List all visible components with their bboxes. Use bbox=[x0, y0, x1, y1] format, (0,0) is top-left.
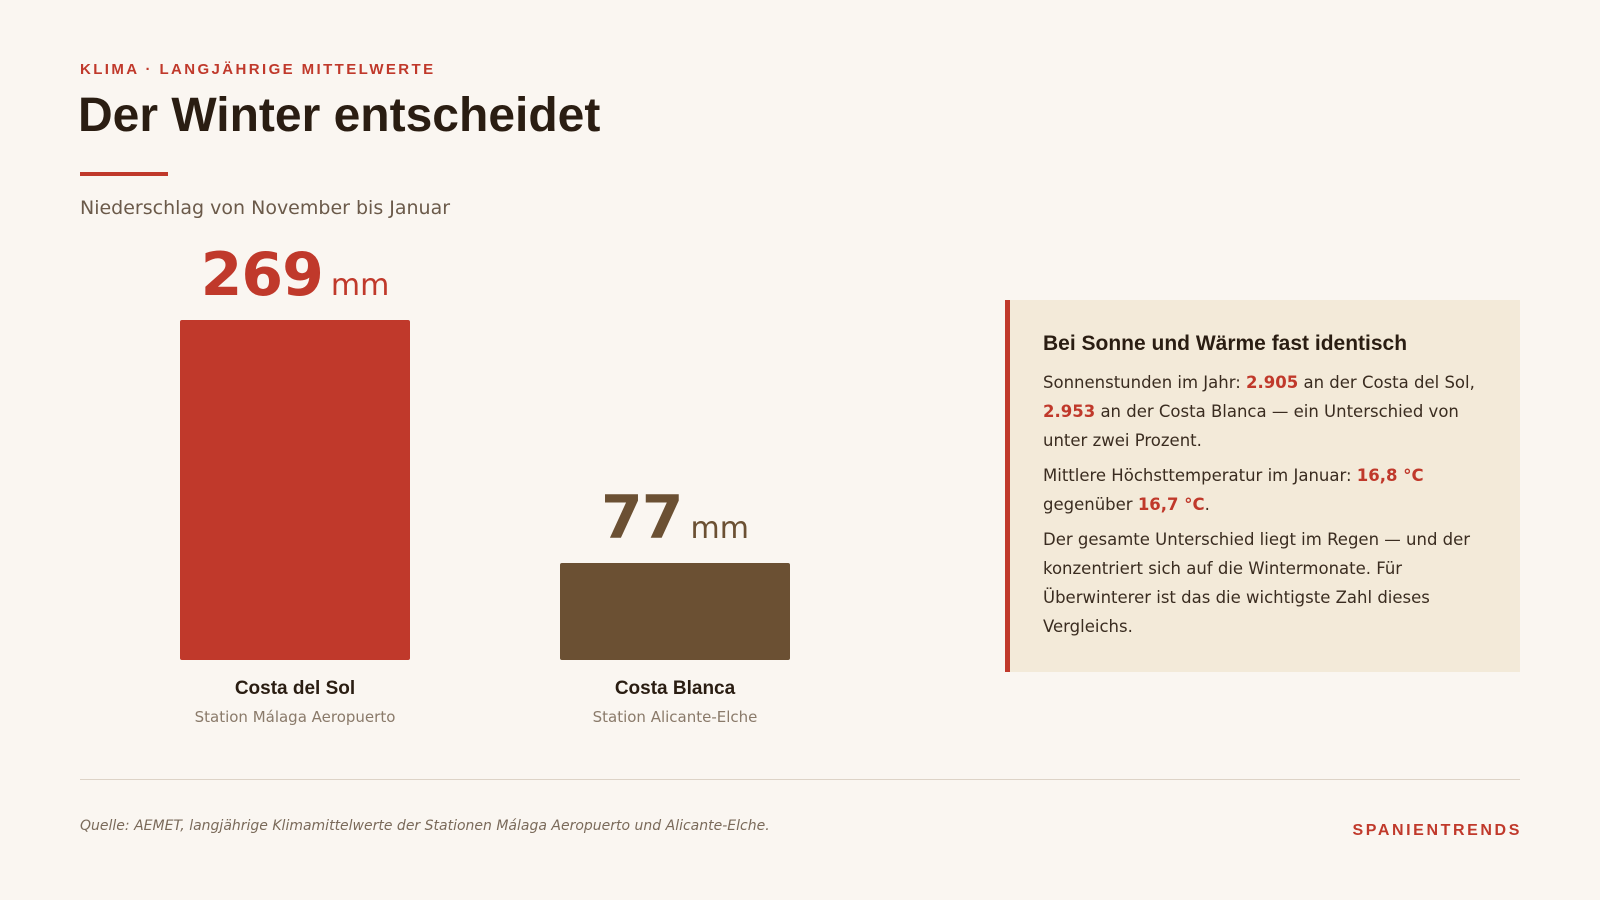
source-note: Quelle: AEMET, langjährige Klimamittelwe… bbox=[80, 818, 770, 834]
footer-divider bbox=[80, 779, 1520, 780]
station-label-costa-blanca: Station Alicante-Elche bbox=[592, 708, 758, 726]
temp-value-costa-blanca: 16,7 °C bbox=[1137, 495, 1205, 514]
station-label-costa-del-sol: Station Málaga Aeropuerto bbox=[194, 708, 396, 726]
category-label-costa-del-sol: Costa del Sol bbox=[234, 678, 356, 699]
bar-value-label-costa-blanca: 77 mm bbox=[601, 483, 749, 553]
bar-value-label-costa-del-sol: 269 mm bbox=[200, 240, 390, 310]
page-title: Der Winter entscheidet bbox=[78, 89, 601, 142]
info-panel: Bei Sonne und Wärme fast identisch Sonne… bbox=[1005, 300, 1520, 672]
info-panel-title: Bei Sonne und Wärme fast identisch bbox=[1043, 332, 1408, 355]
eyebrow-label: KLIMA · LANGJÄHRIGE MITTELWERTE bbox=[80, 61, 436, 78]
category-label-costa-blanca: Costa Blanca bbox=[614, 678, 736, 699]
sunshine-value-costa-blanca: 2.953 bbox=[1043, 402, 1096, 421]
chart-subtitle: Niederschlag von November bis Januar bbox=[80, 197, 451, 219]
bar-costa-del-sol bbox=[180, 320, 410, 660]
info-sunshine-text: Sonnenstunden im Jahr: 2.905 an der Cost… bbox=[1043, 373, 1475, 450]
brand-logo: SPANIENTRENDS bbox=[1352, 822, 1522, 839]
temp-value-costa-del-sol: 16,8 °C bbox=[1356, 466, 1424, 485]
title-accent-rule bbox=[80, 172, 168, 176]
info-conclusion-text: Der gesamte Unterschied liegt im Regen —… bbox=[1043, 530, 1471, 636]
info-temperature-text: Mittlere Höchsttemperatur im Januar: 16,… bbox=[1043, 466, 1424, 514]
bar-costa-blanca bbox=[560, 563, 790, 660]
sunshine-value-costa-del-sol: 2.905 bbox=[1246, 373, 1299, 392]
